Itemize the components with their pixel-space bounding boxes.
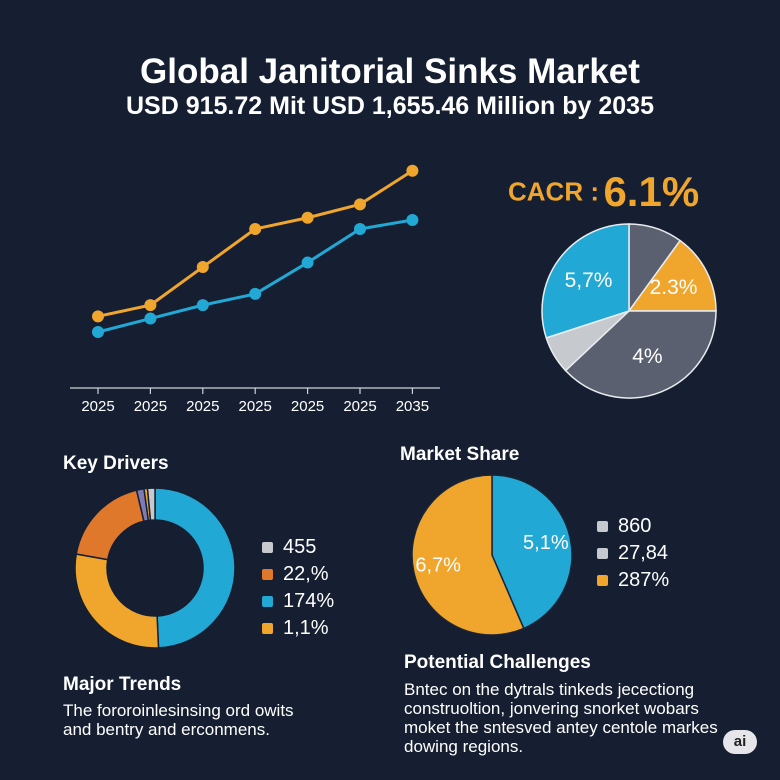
market-share-legend: 860 27,84 287%: [597, 513, 669, 594]
key-drivers-donut-slice: [74, 553, 160, 649]
series-2-point: [144, 312, 157, 325]
x-tick-label: 2025: [291, 398, 324, 415]
legend-label: 455: [283, 536, 317, 558]
challenges-line: moket the sntesved antey centole markes: [404, 718, 718, 737]
legend-item: 860: [597, 513, 669, 540]
key-drivers-heading: Key Drivers: [63, 453, 169, 474]
cagr-label: CACR :: [508, 176, 599, 207]
legend-label: 174%: [283, 590, 335, 612]
market-share-pie-slice: [411, 474, 525, 636]
legend-label: 22,%: [283, 563, 329, 585]
market-share-pie-slice: [491, 474, 573, 630]
key-drivers-donut-slice: [146, 487, 156, 522]
series-1-point: [249, 222, 262, 235]
x-tick-label: 2025: [343, 398, 376, 415]
x-tick-label: 2025: [186, 398, 219, 415]
ai-badge: ai: [723, 730, 757, 754]
series-1-point: [354, 198, 366, 211]
legend-item: 174%: [262, 588, 334, 615]
share-pie-slice: [541, 223, 630, 339]
series-2-point: [301, 256, 314, 269]
challenges-line: Bntec on the dytrals tinkeds jecectiong: [404, 680, 695, 699]
legend-swatch: [262, 623, 273, 634]
cagr-badge: CACR : 6.1%: [508, 168, 699, 216]
market-share-pie-slice-label: 5,1%: [523, 532, 569, 554]
major-trends-line: The fororoinlesinsing ord owits: [63, 701, 294, 720]
share-pie-slice-label: 4%: [632, 345, 662, 368]
series-1-point: [301, 211, 314, 224]
legend-label: 27,84: [618, 542, 669, 564]
challenges-heading: Potential Challenges: [404, 652, 591, 673]
legend-item: 1,1%: [262, 615, 334, 642]
share-pie-slice-label: 2.3%: [650, 276, 698, 299]
page-title: Global Janitorial Sinks Market: [140, 52, 640, 91]
key-drivers-donut-slice: [154, 487, 236, 649]
major-trends-heading: Major Trends: [63, 674, 182, 695]
x-tick-label: 2035: [396, 398, 429, 415]
series-2-point: [249, 287, 262, 300]
legend-label: 1,1%: [283, 617, 329, 639]
legend-item: 27,84: [597, 540, 669, 567]
share-pie-slice-label: 5,7%: [565, 269, 613, 292]
series-1-point: [144, 299, 157, 312]
legend-label: 860: [618, 515, 652, 537]
market-share-heading: Market Share: [400, 444, 520, 465]
legend-label: 287%: [618, 569, 670, 591]
major-trends-line: and bentry and erconmens.: [63, 720, 270, 739]
series-1-point: [196, 261, 209, 274]
legend-swatch: [597, 548, 608, 559]
legend-swatch: [597, 521, 608, 532]
series-1-point: [406, 164, 419, 177]
x-tick-label: 2025: [239, 398, 272, 415]
legend-item: 22,%: [262, 561, 334, 588]
cagr-value: 6.1%: [603, 168, 700, 215]
challenges-text: Bntec on the dytrals tinkeds jecectiong …: [404, 680, 718, 756]
challenges-line: dowing regions.: [404, 737, 524, 756]
x-tick-label: 2025: [134, 398, 167, 415]
series-2-point: [354, 222, 366, 235]
series-2-point: [92, 326, 104, 338]
legend-swatch: [262, 542, 273, 553]
legend-swatch: [262, 569, 273, 580]
major-trends-text: The fororoinlesinsing ord owits and bent…: [63, 701, 294, 739]
series-2-point: [196, 299, 209, 312]
page-subtitle: USD 915.72 Mit USD 1,655.46 Million by 2…: [125, 92, 654, 120]
share-pie-slice: [564, 310, 717, 399]
key-drivers-legend: 455 22,% 174% 1,1%: [262, 534, 334, 642]
market-share-pie-slice-label: 6,7%: [415, 554, 461, 576]
legend-swatch: [262, 596, 273, 607]
challenges-line: construoltion, jonvering snorket wobars: [404, 699, 699, 718]
series-1-point: [92, 310, 104, 323]
legend-item: 455: [262, 534, 334, 561]
legend-item: 287%: [597, 567, 669, 594]
legend-swatch: [597, 575, 608, 586]
share-pie-slice: [627, 239, 717, 312]
x-tick-label: 2025: [81, 398, 114, 415]
series-2-point: [406, 214, 419, 226]
